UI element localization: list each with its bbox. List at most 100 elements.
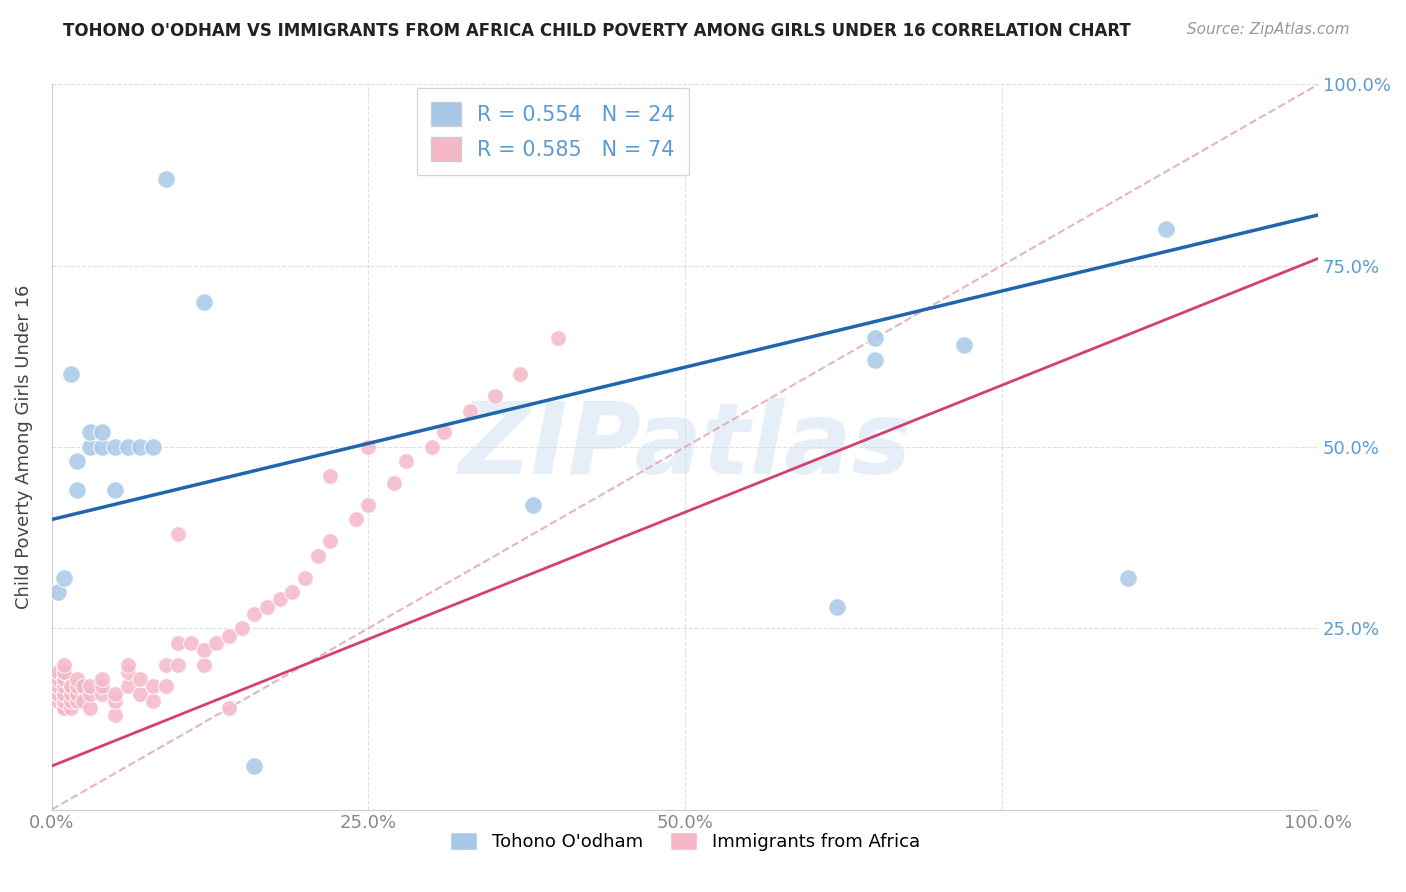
Y-axis label: Child Poverty Among Girls Under 16: Child Poverty Among Girls Under 16 (15, 285, 32, 609)
Point (218, 628, 240, 642)
Point (66, 694, 89, 708)
Point (104, 694, 127, 708)
Point (180, 636, 202, 650)
Point (357, 498, 380, 512)
Point (53, 701, 76, 715)
Point (1116, 570, 1139, 584)
Point (104, 708, 127, 723)
Point (243, 759, 266, 773)
Point (193, 643, 215, 657)
Point (91, 686, 114, 700)
Point (66, 679, 89, 693)
Point (66, 454, 89, 468)
Point (91, 425, 114, 440)
Point (72, 679, 94, 693)
Point (66, 483, 89, 498)
Point (59, 679, 82, 693)
Point (484, 389, 506, 403)
Point (72, 694, 94, 708)
Point (547, 331, 569, 345)
Point (307, 549, 329, 563)
Point (509, 368, 531, 382)
Point (53, 686, 76, 700)
Point (117, 665, 139, 679)
Point (46, 679, 69, 693)
Text: ZIPatlas: ZIPatlas (458, 399, 911, 495)
Point (79, 701, 101, 715)
Point (129, 672, 152, 686)
Point (79, 686, 101, 700)
Point (53, 686, 76, 700)
Point (129, 440, 152, 454)
Point (382, 476, 405, 491)
Point (193, 657, 215, 672)
Point (420, 440, 443, 454)
Point (231, 621, 253, 635)
Point (66, 686, 89, 700)
Point (294, 570, 316, 584)
Point (167, 527, 190, 541)
Point (53, 672, 76, 686)
Point (952, 338, 974, 352)
Point (117, 679, 139, 693)
Point (46, 585, 69, 599)
Point (59, 686, 82, 700)
Point (863, 353, 886, 368)
Point (142, 694, 165, 708)
Point (46, 672, 69, 686)
Point (91, 672, 114, 686)
Point (433, 425, 456, 440)
Point (155, 171, 177, 186)
Point (129, 686, 152, 700)
Point (117, 440, 139, 454)
Point (167, 636, 190, 650)
Point (91, 679, 114, 693)
Point (167, 657, 190, 672)
Point (79, 440, 101, 454)
Point (357, 440, 380, 454)
Point (243, 607, 266, 621)
Point (319, 469, 342, 483)
Point (117, 657, 139, 672)
Point (193, 295, 215, 310)
Text: TOHONO O'ODHAM VS IMMIGRANTS FROM AFRICA CHILD POVERTY AMONG GIRLS UNDER 16 CORR: TOHONO O'ODHAM VS IMMIGRANTS FROM AFRICA… (63, 22, 1130, 40)
Point (522, 498, 544, 512)
Point (155, 679, 177, 693)
Text: Source: ZipAtlas.com: Source: ZipAtlas.com (1187, 22, 1350, 37)
Point (79, 425, 101, 440)
Point (256, 599, 278, 614)
Point (53, 672, 76, 686)
Point (142, 679, 165, 693)
Point (104, 686, 127, 700)
Point (59, 368, 82, 382)
Point (344, 512, 367, 526)
Point (66, 672, 89, 686)
Legend: R = 0.554   N = 24, R = 0.585   N = 74: R = 0.554 N = 24, R = 0.585 N = 74 (416, 87, 689, 176)
Point (825, 599, 848, 614)
Point (104, 483, 127, 498)
Point (53, 665, 76, 679)
Point (104, 440, 127, 454)
Point (53, 701, 76, 715)
Point (269, 592, 291, 607)
Point (53, 657, 76, 672)
Point (281, 585, 304, 599)
Point (155, 657, 177, 672)
Point (218, 701, 240, 715)
Point (46, 665, 69, 679)
Point (53, 694, 76, 708)
Point (319, 534, 342, 549)
Point (53, 665, 76, 679)
Point (1154, 222, 1177, 236)
Point (863, 331, 886, 345)
Point (395, 454, 418, 468)
Point (46, 694, 69, 708)
Point (53, 570, 76, 584)
Point (53, 679, 76, 693)
Point (79, 679, 101, 693)
Point (59, 701, 82, 715)
Point (59, 694, 82, 708)
Point (205, 636, 228, 650)
Point (46, 686, 69, 700)
Point (142, 440, 165, 454)
